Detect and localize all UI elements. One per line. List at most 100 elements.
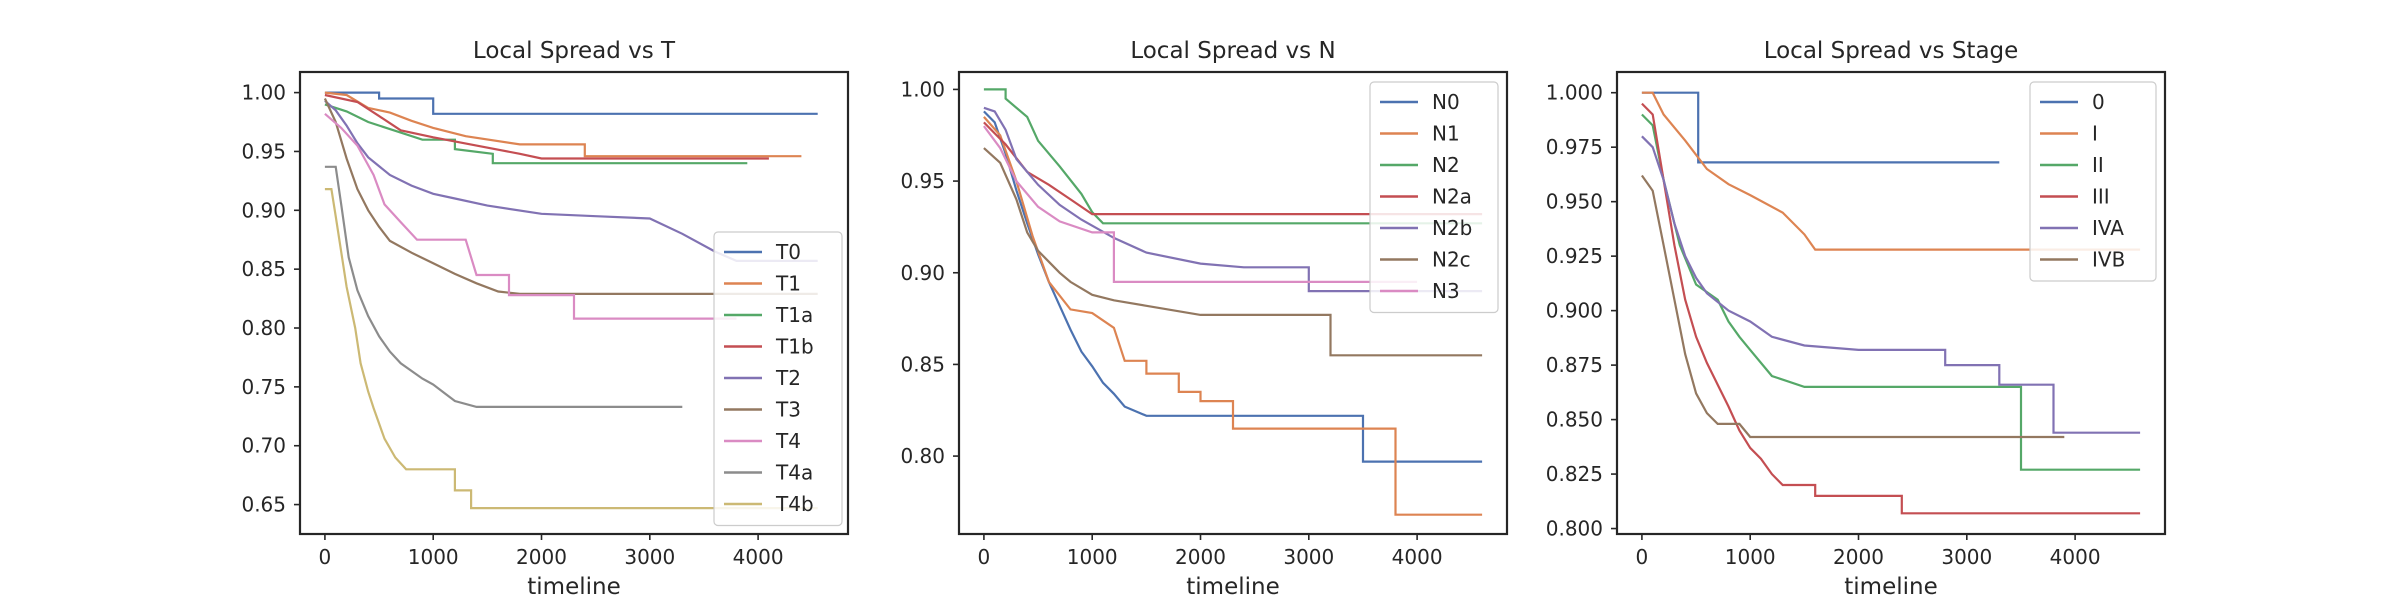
y-tick-label: 0.85	[900, 352, 945, 376]
x-tick-label: 4000	[733, 545, 784, 569]
y-tick-label: 1.000	[1546, 81, 1603, 105]
legend-frame	[2029, 81, 2157, 282]
y-tick-label: 0.875	[1546, 353, 1603, 377]
series-line-t1b	[324, 93, 769, 160]
chart-title: Local Spread vs N	[1130, 38, 1335, 64]
y-tick-label: 0.90	[241, 198, 286, 222]
legend-frame	[1369, 81, 1499, 314]
series-line-0	[1641, 91, 2000, 164]
legend-label-iii: III	[2092, 185, 2110, 209]
y-tick-label: 0.85	[241, 257, 286, 281]
series-line-ivb	[1641, 174, 2065, 439]
y-tick-label: 0.850	[1546, 408, 1603, 432]
y-tick-label: 0.70	[241, 434, 286, 458]
axes-frame	[1615, 70, 2167, 536]
chart-title: Local Spread vs Stage	[1764, 38, 2019, 64]
legend-label-t1a: T1a	[775, 303, 813, 327]
series-group	[1641, 91, 2141, 515]
series-line-n2c	[983, 147, 1483, 357]
legend: N0 N1 N2 N2a N2b N2c N3	[1369, 81, 1499, 314]
axes-frame	[957, 70, 1509, 536]
series-line-t3	[323, 98, 818, 295]
x-tick-label: 2000	[1175, 545, 1226, 569]
x-tick-label: 4000	[1392, 545, 1443, 569]
series-line-t4a	[324, 165, 683, 408]
legend-label-n2c: N2c	[1432, 248, 1471, 272]
series-line-n2	[983, 88, 1483, 225]
legend-label-n2b: N2b	[1432, 216, 1472, 240]
series-line-t4	[324, 112, 737, 320]
y-tick-label: 0.925	[1546, 244, 1603, 268]
x-tick-label: 3000	[1941, 545, 1992, 569]
chart-panel-1: 0 1000 2000 3000 4000 0.65 0.70 0.75 0.80 0.85 0.9…	[241, 38, 850, 600]
x-tick-label: 1000	[1067, 545, 1118, 569]
legend-label-i: I	[2092, 122, 2098, 146]
chart-panel-2: 0 1000 2000 3000 4000 0.80 0.85 0.90 0.95 1.00 Loc…	[900, 38, 1509, 600]
y-tick-label: 0.975	[1546, 135, 1603, 159]
x-tick-label: 2000	[1833, 545, 1884, 569]
y-tick-label: 1.00	[241, 81, 286, 105]
y-tick-label: 0.900	[1546, 299, 1603, 323]
y-tick-label: 1.00	[900, 77, 945, 101]
legend-label-ivb: IVB	[2092, 248, 2125, 272]
legend-label-t4a: T4a	[775, 461, 813, 485]
legend-frame	[713, 231, 843, 527]
x-tick-label: 3000	[624, 545, 675, 569]
x-tick-label: 0	[978, 545, 991, 569]
y-tick-label: 0.90	[900, 261, 945, 285]
x-tick-label: 3000	[1283, 545, 1334, 569]
x-tick-label: 0	[1636, 545, 1649, 569]
x-tick-label: 0	[319, 545, 332, 569]
x-tick-label: 4000	[2050, 545, 2101, 569]
legend-label-t1: T1	[775, 272, 801, 296]
series-line-iii	[1641, 102, 2141, 515]
x-tick-label: 1000	[1725, 545, 1776, 569]
x-axis-label: timeline	[1186, 574, 1279, 600]
chart-title: Local Spread vs T	[473, 38, 676, 64]
series-line-i	[1641, 91, 2141, 251]
x-axis-label: timeline	[1844, 574, 1937, 600]
series-line-t2	[324, 99, 818, 262]
y-tick-label: 0.80	[241, 316, 286, 340]
legend-label-n2: N2	[1432, 153, 1460, 177]
legend-label-n2a: N2a	[1432, 185, 1472, 209]
y-tick-label: 0.75	[241, 375, 286, 399]
legend-label-n3: N3	[1432, 279, 1460, 303]
x-tick-label: 2000	[516, 545, 567, 569]
series-line-t1a	[324, 103, 748, 165]
y-tick-label: 0.80	[900, 444, 945, 468]
chart-panel-3: 0 1000 2000 3000 4000 0.800 0.825 0.850 0.875 0.9…	[1546, 38, 2167, 600]
legend-label-0: 0	[2092, 90, 2105, 114]
axes-frame	[298, 70, 850, 536]
y-tick-label: 0.65	[241, 493, 286, 517]
series-group	[983, 88, 1483, 516]
legend-label-t1b: T1b	[775, 335, 814, 359]
series-line-iva	[1641, 135, 2141, 434]
series-line-t0	[324, 91, 818, 115]
y-tick-label: 0.800	[1546, 517, 1603, 541]
series-line-n0	[983, 110, 1483, 463]
legend-label-t2: T2	[775, 366, 801, 390]
series-group	[323, 91, 818, 510]
series-line-t1	[324, 91, 802, 158]
y-tick-label: 0.95	[241, 139, 286, 163]
legend-label-iva: IVA	[2092, 216, 2124, 240]
x-tick-label: 1000	[408, 545, 459, 569]
series-line-t4b	[324, 188, 818, 510]
series-line-n2a	[983, 121, 1483, 216]
x-axis-label: timeline	[527, 574, 620, 600]
legend-label-ii: II	[2092, 153, 2104, 177]
y-tick-label: 0.825	[1546, 462, 1603, 486]
series-line-n3	[983, 125, 1418, 283]
legend-label-t4b: T4b	[775, 492, 814, 516]
legend-label-t4: T4	[775, 429, 801, 453]
legend-label-t0: T0	[775, 240, 801, 264]
y-tick-label: 0.95	[900, 169, 945, 193]
legend: T0 T1 T1a T1b T2 T3 T4 T4a T4b	[713, 231, 843, 527]
y-tick-label: 0.950	[1546, 190, 1603, 214]
series-line-n1	[983, 116, 1483, 516]
series-line-n2b	[983, 106, 1483, 293]
legend-label-n1: N1	[1432, 122, 1460, 146]
